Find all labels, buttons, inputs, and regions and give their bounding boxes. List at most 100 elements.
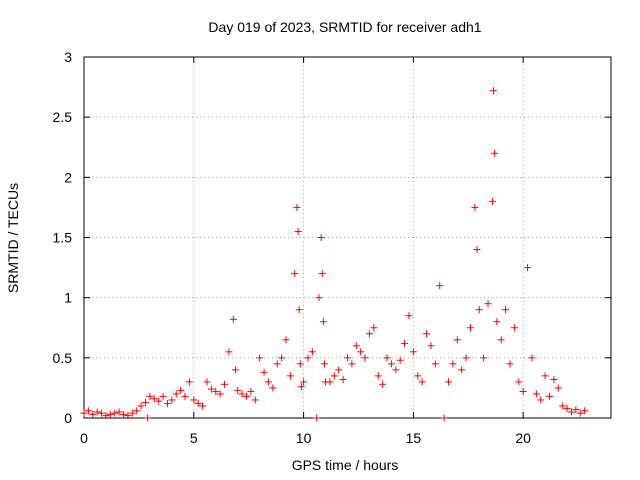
data-point (89, 410, 97, 418)
data-point (427, 342, 435, 350)
data-point (567, 408, 575, 416)
x-axis-label: GPS time / hours (292, 457, 399, 473)
x-tick-label: 20 (515, 430, 531, 446)
data-point (379, 380, 387, 388)
data-point (207, 385, 215, 393)
data-point (286, 372, 294, 380)
data-point (293, 203, 301, 211)
data-point (440, 414, 448, 422)
y-tick-labels: 0 0.5 1 1.5 2 2.5 3 (53, 49, 73, 426)
data-point (297, 383, 305, 391)
data-point (449, 360, 457, 368)
y-axis-label: SRMTID / TECUs (5, 183, 21, 293)
data-point (462, 354, 470, 362)
data-point (308, 348, 316, 356)
data-point (532, 390, 540, 398)
data-point (401, 339, 409, 347)
data-point (319, 318, 327, 326)
data-point (559, 402, 567, 410)
data-point (115, 408, 123, 416)
data-point (273, 360, 281, 368)
data-point (106, 410, 114, 418)
data-point (300, 378, 308, 386)
axis-ticks (83, 56, 611, 419)
data-point (335, 366, 343, 374)
data-point (576, 409, 584, 417)
data-point (431, 360, 439, 368)
data-point (563, 404, 571, 412)
data-point (256, 354, 264, 362)
data-point (493, 318, 501, 326)
data-point (269, 384, 277, 392)
x-tick-labels: 0 5 10 15 20 (80, 430, 531, 446)
data-point (374, 372, 382, 380)
data-point (242, 392, 250, 400)
data-point (466, 324, 474, 332)
data-point (137, 402, 145, 410)
data-point (473, 246, 481, 254)
data-point (150, 395, 158, 403)
data-point (181, 392, 189, 400)
y-tick-label: 1.5 (53, 230, 73, 246)
data-point (365, 330, 373, 338)
data-point (313, 414, 321, 422)
data-point (528, 354, 536, 362)
data-point (199, 402, 207, 410)
data-point (326, 378, 334, 386)
data-point (392, 366, 400, 374)
data-point (225, 348, 233, 356)
data-point (216, 390, 224, 398)
data-point (318, 270, 326, 278)
data-point (212, 388, 220, 396)
data-point (234, 386, 242, 394)
data-point (475, 306, 483, 314)
data-point (155, 397, 163, 405)
data-point (502, 306, 510, 314)
data-point (537, 396, 545, 404)
data-point (190, 396, 198, 404)
plot-frame (83, 56, 612, 419)
x-tick-label: 0 (80, 430, 88, 446)
data-point (320, 360, 328, 368)
data-point (304, 354, 312, 362)
data-point (141, 398, 149, 406)
data-point (352, 342, 360, 350)
data-point (490, 87, 498, 95)
data-point (423, 330, 431, 338)
data-point (581, 407, 589, 415)
data-point (519, 388, 527, 396)
data-point (480, 354, 488, 362)
data-point (194, 400, 202, 408)
data-point (488, 197, 496, 205)
data-point (541, 372, 549, 380)
data-point (124, 412, 132, 420)
data-point (128, 409, 136, 417)
data-point (506, 360, 514, 368)
data-point (203, 378, 211, 386)
x-tick-label: 10 (296, 430, 312, 446)
data-point (232, 366, 240, 374)
data-point (546, 392, 554, 400)
y-tick-label: 2.5 (53, 109, 73, 125)
y-tick-label: 2 (64, 169, 72, 185)
x-tick-label: 5 (190, 430, 198, 446)
data-point (317, 234, 325, 241)
data-point (260, 368, 268, 376)
data-point (278, 354, 286, 362)
data-point (146, 392, 154, 400)
chart-title: Day 019 of 2023, SRMTID for receiver adh… (208, 19, 481, 35)
data-point (144, 414, 152, 422)
data-point (168, 396, 176, 404)
data-point (163, 400, 171, 408)
data-point (80, 409, 88, 417)
data-point (458, 366, 466, 374)
y-tick-label: 0.5 (53, 350, 73, 366)
data-point (291, 270, 299, 278)
data-point (98, 409, 106, 417)
data-point (370, 324, 378, 332)
data-point (315, 294, 323, 302)
data-point (330, 372, 338, 380)
data-point (172, 390, 180, 398)
data-point (554, 384, 562, 392)
